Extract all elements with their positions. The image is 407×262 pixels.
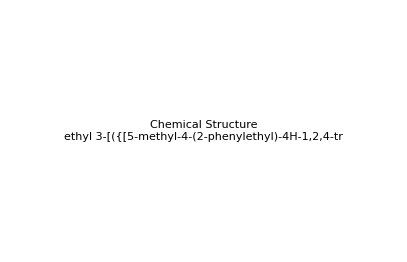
Text: Chemical Structure
ethyl 3-[({[5-methyl-4-(2-phenylethyl)-4H-1,2,4-tr: Chemical Structure ethyl 3-[({[5-methyl-… <box>64 120 343 142</box>
